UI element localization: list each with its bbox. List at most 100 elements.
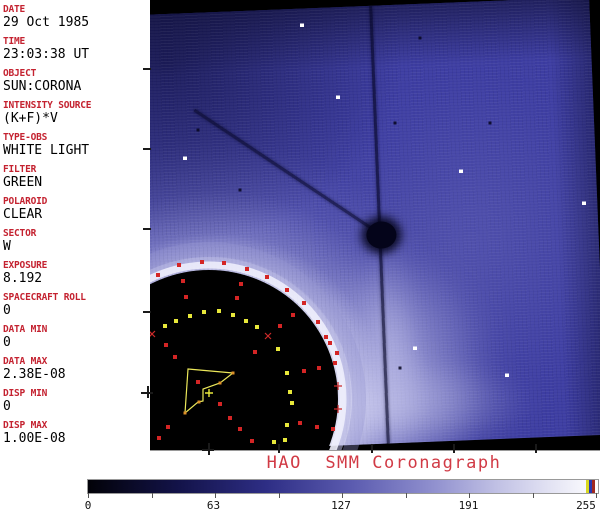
metadata-field-intensity-source: INTENSITY SOURCE (K+F)*V — [3, 101, 149, 126]
left-edge-tick — [143, 228, 151, 230]
red-grid-dot — [200, 260, 204, 264]
metadata-field-polaroid: POLAROID CLEAR — [3, 197, 149, 222]
field-label: DISP MIN — [3, 388, 48, 399]
yellow-grid-dot — [288, 390, 292, 394]
field-value: W — [3, 239, 11, 254]
dark-speck — [488, 121, 492, 125]
red-grid-dot — [157, 436, 161, 440]
field-label: DATA MIN — [3, 324, 48, 335]
red-grid-dot — [164, 343, 168, 347]
red-grid-dot — [173, 355, 177, 359]
left-edge-tick — [143, 148, 151, 150]
metadata-field-data-max: DATA MAX 2.38E-08 — [3, 357, 149, 382]
colorbar-label-191: 191 — [458, 499, 479, 512]
colorbar-tick — [596, 493, 597, 498]
metadata-field-data-min: DATA MIN 0 — [3, 325, 149, 350]
dark-speck — [418, 36, 422, 40]
colorbar-tick — [151, 493, 153, 498]
colorbar-tick — [532, 493, 534, 498]
red-grid-dot — [228, 416, 232, 420]
red-grid-dot — [278, 324, 282, 328]
colorbar-tick — [278, 493, 280, 498]
colorbar-tick — [405, 493, 407, 498]
star-dot — [336, 95, 340, 99]
yellow-grid-dot — [163, 324, 167, 328]
roi-polygon — [184, 368, 235, 415]
red-grid-dot — [156, 273, 160, 277]
colorbar-tick — [469, 493, 470, 498]
red-grid-dot — [196, 380, 200, 384]
yellow-grid-dot — [231, 313, 235, 317]
red-grid-dot — [315, 425, 319, 429]
field-value: (K+F)*V — [3, 111, 58, 126]
field-value: SUN:CORONA — [3, 79, 82, 94]
dark-speck — [238, 188, 242, 192]
roi-vertex — [218, 381, 222, 385]
red-plus-mark — [334, 405, 342, 413]
red-grid-dot — [238, 427, 242, 431]
field-label: FILTER — [3, 164, 37, 175]
colorbar — [87, 479, 599, 494]
red-grid-dot — [317, 366, 321, 370]
star-dot — [582, 201, 586, 205]
field-value: 2.38E-08 — [3, 367, 66, 382]
red-grid-dot — [239, 282, 243, 286]
red-grid-dot — [177, 263, 181, 267]
field-label: SPACECRAFT ROLL — [3, 292, 86, 303]
yellow-grid-dot — [283, 438, 287, 442]
metadata-field-sector: SECTOR W — [3, 229, 149, 254]
yellow-grid-dot — [202, 310, 206, 314]
colorbar-label-63: 63 — [206, 499, 221, 512]
red-grid-dot — [222, 261, 226, 265]
metadata-field-disp-max: DISP MAX 1.00E-08 — [3, 421, 149, 446]
coronagraph-image-canvas — [150, 0, 600, 451]
star-dot — [459, 169, 463, 173]
field-value: 23:03:38 UT — [3, 47, 90, 62]
star-dot — [505, 373, 509, 377]
yellow-grid-dot — [188, 314, 192, 318]
red-grid-dot — [250, 439, 254, 443]
star-dot — [413, 346, 417, 350]
occulting-disk — [150, 270, 338, 450]
red-grid-dot — [324, 335, 328, 339]
field-value: 0 — [3, 303, 11, 318]
colorbar-label-0: 0 — [84, 499, 92, 512]
field-value: GREEN — [3, 175, 43, 190]
fiducial-plus-v — [147, 386, 149, 398]
field-label: DISP MAX — [3, 420, 48, 431]
red-grid-dot — [184, 295, 188, 299]
field-label: INTENSITY SOURCE — [3, 100, 92, 111]
colorbar-tick — [88, 493, 89, 498]
field-label: DATA MAX — [3, 356, 48, 367]
red-grid-dot — [298, 421, 302, 425]
field-value: CLEAR — [3, 207, 43, 222]
bottom-edge-tick — [371, 444, 373, 453]
instrument-title: HAO SMM Coronagraph — [266, 453, 502, 473]
left-edge-tick — [143, 68, 151, 70]
field-label: OBJECT — [3, 68, 37, 79]
star-dot — [183, 156, 187, 160]
metadata-field-type-obs: TYPE-OBS WHITE LIGHT — [3, 133, 149, 158]
red-grid-dot — [218, 402, 222, 406]
metadata-field-spacecraft-roll: SPACECRAFT ROLL 0 — [3, 293, 149, 318]
field-value: 29 Oct 1985 — [3, 15, 90, 30]
dark-speck — [393, 121, 397, 125]
roi-vertex — [183, 411, 187, 415]
bottom-edge-tick — [453, 444, 455, 453]
colorbar-label-255: 255 — [576, 499, 596, 512]
annotation-overlay — [150, 23, 586, 450]
colorbar-tick — [342, 493, 343, 498]
roi-vertex — [197, 400, 201, 404]
bottom-edge-tick — [535, 444, 537, 453]
field-label: EXPOSURE — [3, 260, 48, 271]
bottom-edge-tick — [278, 444, 280, 453]
metadata-field-object: OBJECT SUN:CORONA — [3, 69, 149, 94]
red-grid-dot — [302, 369, 306, 373]
dark-speck — [196, 128, 200, 132]
yellow-grid-dot — [174, 319, 178, 323]
corona-mid-rim — [150, 257, 351, 450]
red-grid-dot — [245, 267, 249, 271]
red-x-mark — [150, 330, 156, 338]
star-dot — [300, 23, 304, 27]
red-grid-dot — [265, 275, 269, 279]
